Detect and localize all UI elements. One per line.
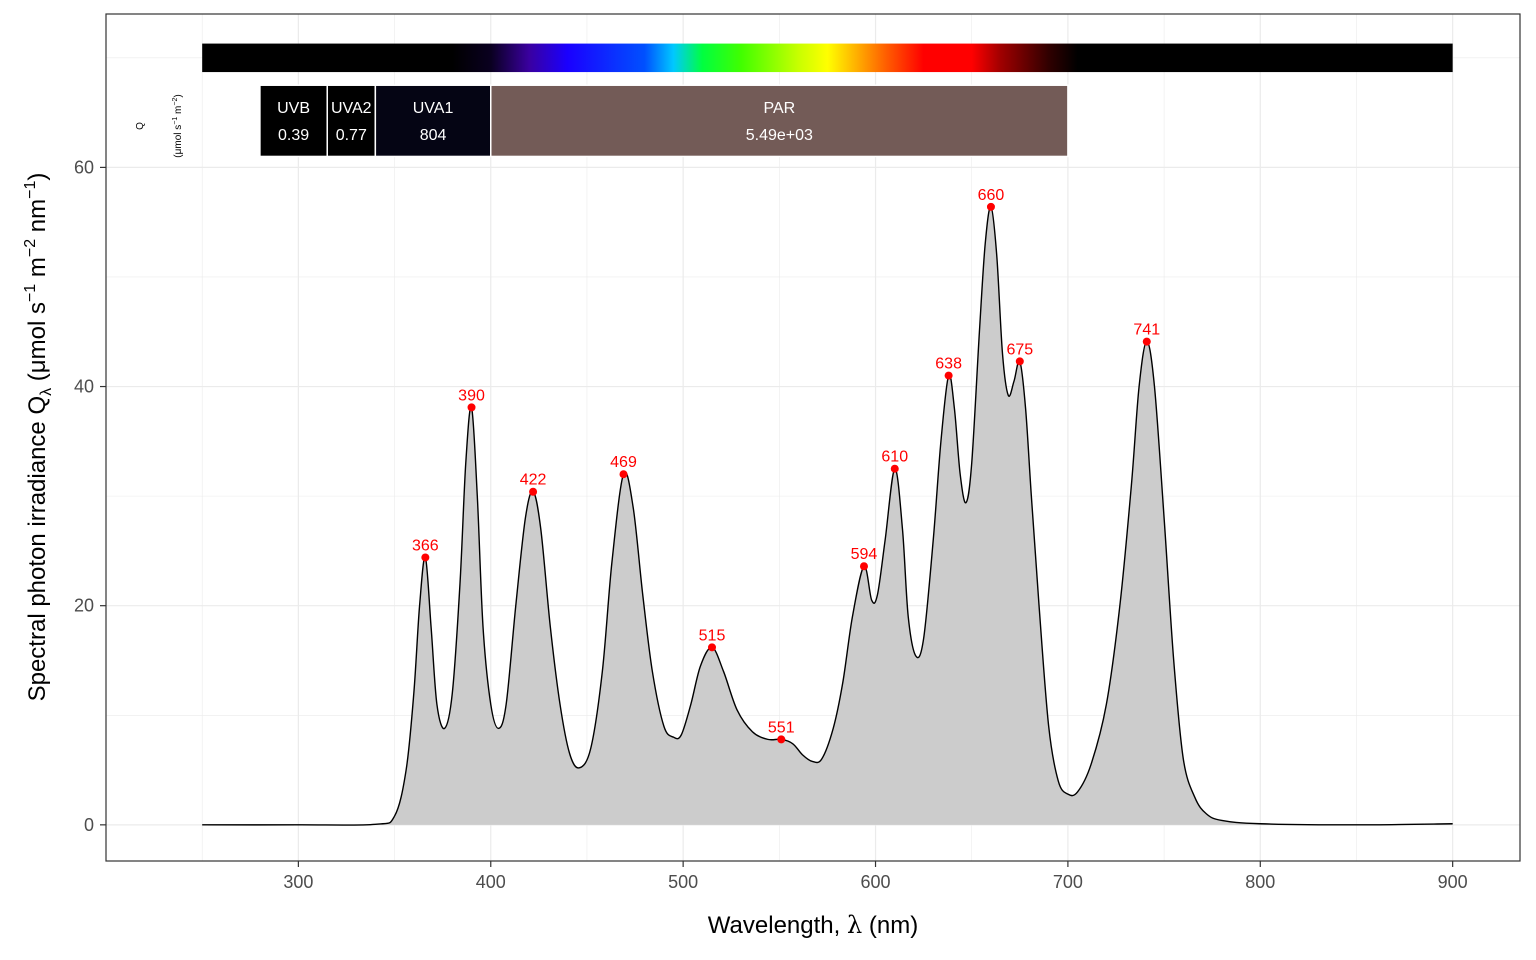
spectrum-area-layer: [202, 206, 1453, 826]
peak-point: [708, 643, 716, 652]
waveband-name: UVB: [277, 100, 310, 117]
x-tick-label: 300: [283, 872, 313, 892]
peak-point: [421, 553, 430, 562]
peak-label: 675: [1006, 341, 1033, 358]
peak-label: 638: [935, 356, 962, 373]
y-tick-label: 20: [74, 596, 94, 616]
x-tick-label: 900: [1438, 872, 1468, 892]
waveband-annotations: UVB 0.39 UVA2 0.77 UVA1 804 PAR 5.49e+03: [202, 43, 1453, 158]
peak-label: 469: [610, 454, 637, 471]
peak-point: [986, 202, 995, 211]
y-axis-title: Spectral photon irradiance Qλ (μmol s−1 …: [22, 173, 55, 702]
peak-point: [1142, 337, 1151, 346]
x-tick-label: 600: [861, 872, 891, 892]
peak-label: 551: [768, 719, 795, 736]
x-tick-label: 700: [1053, 872, 1083, 892]
peak-label: 660: [978, 187, 1005, 204]
peak-point: [890, 464, 899, 473]
wavelength-color-bar: [202, 43, 1453, 73]
waveband-box: [259, 84, 328, 158]
spectrum-area: [202, 206, 1453, 826]
peak-label: 422: [520, 472, 547, 489]
peak-point: [1015, 357, 1024, 366]
peak-point: [467, 403, 476, 412]
peak-markers: 366 390 422 469 515 551 594 610 638 660 675 741: [412, 187, 1160, 744]
peak-label: 610: [881, 449, 908, 466]
waveband-value: 5.49e+03: [746, 127, 813, 144]
peak-point: [944, 371, 953, 380]
peak-label: 515: [699, 627, 726, 644]
axis-ticks: 300 400 500 600 700 800 900 0 20 40 60: [74, 157, 1468, 892]
waveband-name: UVA2: [331, 100, 372, 117]
x-axis-title: Wavelength, λ (nm): [708, 911, 918, 939]
waveband-value: 0.39: [278, 127, 309, 144]
peak-label: 390: [458, 387, 485, 404]
waveband-value: 804: [420, 127, 447, 144]
waveband-value: 0.77: [336, 127, 367, 144]
y-tick-label: 40: [74, 377, 94, 397]
waveband-box: [326, 84, 377, 158]
x-tick-label: 400: [476, 872, 506, 892]
y-tick-label: 60: [74, 157, 94, 177]
peak-point: [529, 487, 538, 496]
peak-point: [777, 735, 786, 744]
waveband-box: [490, 84, 1069, 158]
waveband-box: [374, 84, 492, 158]
waveband-quantity-unit: (μmol s−1 m−2): [172, 94, 184, 157]
x-tick-label: 800: [1245, 872, 1275, 892]
peak-label: 366: [412, 537, 439, 554]
peak-label: 741: [1133, 322, 1160, 339]
waveband-name: UVA1: [413, 100, 454, 117]
x-tick-label: 500: [668, 872, 698, 892]
y-tick-label: 0: [84, 815, 94, 835]
waveband-name: PAR: [763, 100, 795, 117]
peak-label: 594: [851, 546, 878, 563]
plot-panel-border: [105, 13, 1521, 862]
peak-point: [859, 562, 868, 571]
peak-point: [619, 470, 628, 479]
waveband-quantity-label: Q: [135, 122, 146, 130]
spectrum-line: [202, 206, 1453, 826]
